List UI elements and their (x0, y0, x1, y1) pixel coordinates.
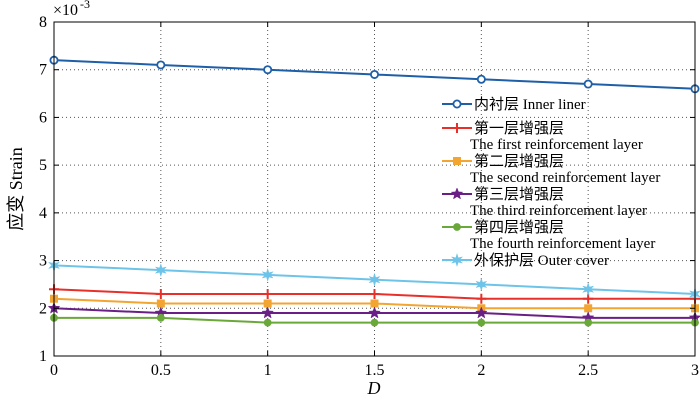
series-layer (47, 55, 700, 327)
legend-label: The third reinforcement layer (470, 203, 647, 219)
y-tick-label: 8 (39, 14, 47, 31)
data-point (474, 306, 488, 319)
legend-label: 第二层增强层 (474, 152, 564, 170)
x-tick-label: 0 (50, 362, 58, 379)
data-point (261, 306, 275, 319)
data-point (370, 299, 379, 308)
legend-label: 第三层增强层 (474, 185, 564, 203)
data-point (156, 313, 165, 322)
y-tick-label: 2 (39, 300, 47, 317)
x-tick-label: 3 (691, 362, 699, 379)
legend-swatch-marker (452, 99, 462, 109)
data-point (155, 288, 166, 299)
x-axis-title: D (367, 378, 381, 398)
y-tick-label: 5 (39, 157, 47, 174)
legend-label: 内衬层 Inner liner (474, 96, 586, 113)
data-point (156, 60, 166, 70)
data-point (262, 288, 273, 299)
data-point (583, 79, 593, 89)
x-tick-label: 2 (477, 362, 485, 379)
x-tick-label: 2.5 (578, 362, 598, 379)
data-point (477, 318, 486, 327)
legend-label: The fourth reinforcement layer (470, 236, 655, 252)
data-point (584, 318, 593, 327)
legend-swatch-marker (453, 157, 461, 165)
data-point (154, 263, 167, 278)
legend-swatch-marker (452, 123, 462, 133)
x-tick-label: 1 (264, 362, 272, 379)
legend-entry-1: 内衬层 Inner liner (442, 96, 586, 113)
series-5 (50, 313, 699, 327)
legend-label: The second reinforcement layer (470, 170, 660, 186)
legend-swatch-marker (450, 187, 464, 200)
data-point (368, 272, 381, 287)
x-tick-label: 1.5 (365, 362, 385, 379)
data-point (368, 306, 381, 319)
data-point (263, 299, 272, 308)
data-point (475, 277, 488, 292)
y-tick-label: 7 (39, 62, 47, 79)
y-axis-title: 应变 Strain (6, 147, 26, 231)
legend-swatch-marker (453, 223, 461, 231)
x-tick-label: 0.5 (151, 362, 171, 379)
legend-label: 外保护层 Outer cover (474, 252, 609, 269)
legend-swatch-marker (450, 252, 464, 268)
data-point (369, 69, 379, 79)
y-tick-label: 3 (39, 253, 47, 270)
legend-label: 第一层增强层 (474, 119, 564, 137)
data-point (261, 267, 274, 282)
y-tick-label: 1 (39, 348, 47, 365)
y-exponent-base: ×10 (53, 2, 78, 19)
y-tick-label: 6 (39, 109, 47, 126)
y-tick-label: 4 (39, 205, 47, 222)
data-point (476, 74, 486, 84)
data-point (582, 282, 595, 297)
legend-entry-6: 外保护层 Outer cover (442, 252, 609, 269)
series-1 (49, 55, 700, 94)
data-point (263, 318, 272, 327)
data-point (369, 288, 380, 299)
data-point (156, 299, 165, 308)
data-point (263, 65, 273, 75)
data-point (370, 318, 379, 327)
legend-label: 第四层增强层 (474, 218, 564, 236)
y-exponent-label: ×10 -3 (53, 0, 90, 19)
tick-layer: 0 0.5 1 1.5 2 2.5 3 1 2 3 4 5 6 7 8 (39, 14, 699, 379)
data-point (584, 304, 593, 313)
legend-label: The first reinforcement layer (470, 137, 643, 153)
data-point (476, 293, 487, 304)
y-exponent-power: -3 (80, 0, 90, 11)
